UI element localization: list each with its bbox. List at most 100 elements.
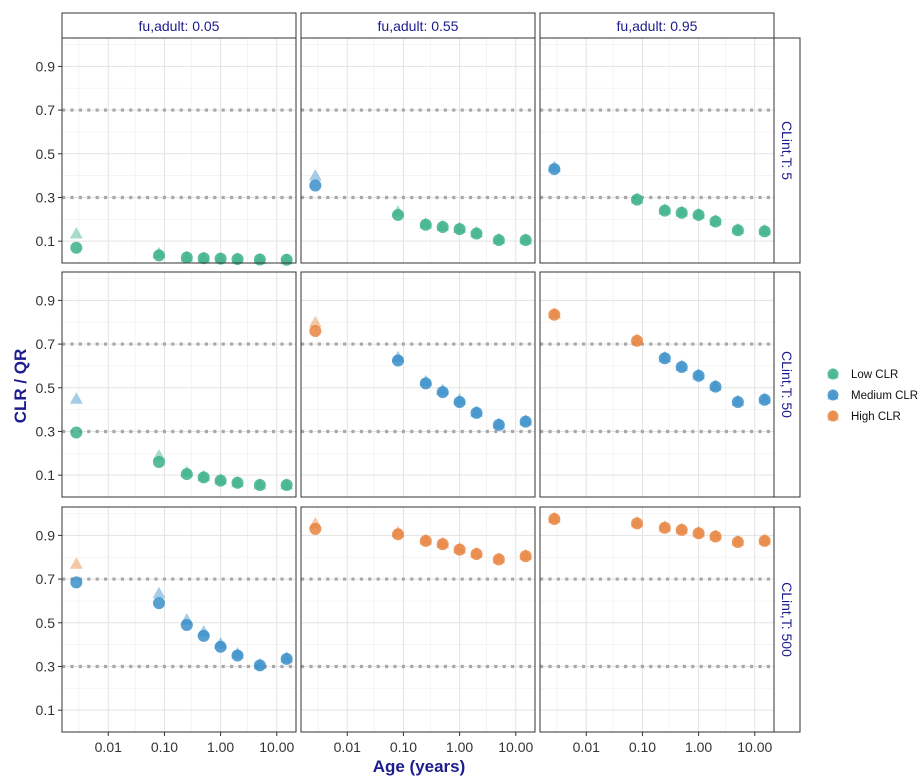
circle-point [519,550,532,563]
circle-point [630,334,643,347]
legend: Low CLR Medium CLR High CLR [827,368,918,423]
row-strip-label: CLint,T: 500 [779,582,795,657]
y-tick-label: 0.9 [36,527,56,543]
x-tick-label: 1.00 [207,739,234,755]
circle-point [280,652,293,665]
circle-point [180,251,193,264]
circle-point [231,476,244,489]
circle-point [731,395,744,408]
panel-r2-c1 [300,506,536,733]
circle-point [492,553,505,566]
legend-key-circle [827,410,839,422]
circle-point [180,468,193,481]
circle-point [709,215,722,228]
panel-r1-c1 [300,271,536,498]
circle-point [758,534,771,547]
legend-label: High CLR [851,411,901,423]
panels-layer [61,37,775,733]
x-tick-label: 10.00 [737,739,772,755]
x-tick-label: 0.01 [95,739,122,755]
panel-background [540,272,774,497]
y-tick-label: 0.7 [36,336,56,352]
panel-r1-c2 [539,271,775,498]
circle-point [197,629,210,642]
circle-point [630,517,643,530]
y-tick-label: 0.3 [36,658,56,674]
circle-point [309,179,322,192]
circle-point [152,456,165,469]
circle-point [492,418,505,431]
circle-point [692,208,705,221]
y-tick-label: 0.7 [36,102,56,118]
y-tick-label: 0.5 [36,380,56,396]
circle-point [675,206,688,219]
circle-point [70,426,83,439]
panel-r2-c0 [61,506,297,733]
legend-label: Medium CLR [851,390,918,402]
circle-point [436,538,449,551]
circle-point [391,528,404,541]
circle-point [309,522,322,535]
circle-point [253,659,266,672]
circle-point [436,220,449,233]
panel-background [62,507,296,732]
x-tick-label: 0.01 [334,739,361,755]
circle-point [630,193,643,206]
y-axis-title: CLR / QR [11,349,30,424]
circle-point [658,204,671,217]
y-tick-label: 0.9 [36,292,56,308]
circle-point [470,227,483,240]
panel-r0-c1 [300,37,536,264]
column-strip-label: fu,adult: 0.05 [139,18,220,34]
circle-point [709,380,722,393]
circle-point [231,253,244,266]
circle-point [675,523,688,536]
circle-point [231,649,244,662]
panel-border [300,271,536,498]
y-tick-label: 0.1 [36,467,56,483]
row-strip [773,271,801,498]
circle-point [197,252,210,265]
circle-point [492,234,505,247]
circle-point [453,543,466,556]
y-tick-label: 0.5 [36,146,56,162]
legend-key-triangle [827,389,839,400]
y-tick-label: 0.3 [36,423,56,439]
column-strip [300,12,536,39]
circle-point [470,547,483,560]
column-strip-label: fu,adult: 0.55 [378,18,459,34]
panel-r2-c2 [539,506,775,733]
panel-background [62,38,296,263]
y-tick-label: 0.1 [36,702,56,718]
circle-point [436,386,449,399]
strips-layer: fu,adult: 0.05 fu,adult: 0.55 fu,adult: 0.… [61,12,801,733]
circle-point [391,208,404,221]
circle-point [180,618,193,631]
circle-point [253,253,266,266]
x-tick-label: 10.00 [259,739,294,755]
x-tick-label: 0.01 [573,739,600,755]
y-tick-label: 0.5 [36,615,56,631]
panel-background [62,272,296,497]
circle-point [731,535,744,548]
legend-key-circle [827,389,839,401]
row-strip [773,37,801,264]
circle-point [453,395,466,408]
legend-key-triangle [827,410,839,421]
circle-point [758,225,771,238]
y-tick-label: 0.3 [36,189,56,205]
y-tick-label: 0.7 [36,571,56,587]
panel-r1-c0 [61,271,297,498]
circle-point [548,308,561,321]
circle-point [548,163,561,176]
axes-layer: 0.1 0.3 0.5 0.7 0.9 0.1 0.3 0.5 0.7 0.9 0.1 0.3 0.5 0… [36,58,773,755]
triangle-point [69,227,83,239]
x-tick-label: 0.10 [629,739,656,755]
triangle-point [308,315,322,328]
circle-point [548,513,561,526]
circle-point [152,597,165,610]
circle-point [519,234,532,247]
circle-point [675,361,688,374]
panel-background [301,272,535,497]
